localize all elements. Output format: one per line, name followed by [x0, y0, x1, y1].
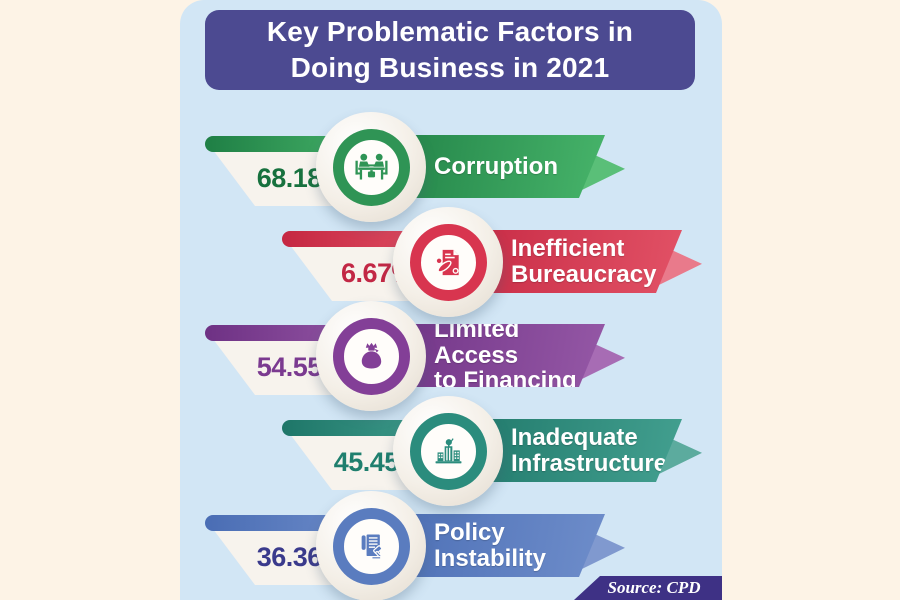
icon-badge	[316, 112, 426, 222]
factor-label: Inefficient Bureaucracy	[511, 234, 657, 288]
factor-row-financing: Limited Access to Financing 54.55%	[205, 301, 635, 411]
factor-label: Corruption	[434, 152, 558, 180]
corruption-meeting-icon	[354, 153, 388, 180]
icon-badge	[393, 207, 503, 317]
money-bag-icon	[361, 342, 381, 369]
infographic-card: Key Problematic Factors in Doing Busines…	[180, 0, 722, 600]
source-label: Source: CPD	[607, 578, 701, 597]
page-title: Key Problematic Factors in Doing Busines…	[205, 10, 695, 90]
factor-label: Inadequate Infrastructure	[511, 423, 668, 477]
title-line-1: Key Problematic Factors in	[266, 15, 634, 47]
buildings-infrastructure-icon	[435, 437, 461, 463]
icon-badge	[393, 396, 503, 506]
icon-badge	[316, 491, 426, 600]
factor-row-bureaucracy: Inefficient Bureaucracy 6.67%	[282, 207, 712, 317]
icon-ring	[409, 223, 487, 301]
source-badge: Source: CPD	[574, 576, 722, 600]
icon-ring	[332, 507, 410, 585]
title-line-2: Doing Business in 2021	[290, 52, 610, 83]
icon-ring	[332, 128, 410, 206]
document-gavel-icon	[361, 533, 382, 560]
icon-badge	[316, 301, 426, 411]
stamp-document-icon	[434, 249, 459, 275]
factor-row-corruption: Corruption 68.18%	[205, 112, 635, 222]
factor-label: Policy Instability	[434, 518, 547, 572]
icon-ring	[332, 317, 410, 395]
factor-row-infrastructure: Inadequate Infrastructure 45.45%	[282, 396, 712, 506]
icon-ring	[409, 412, 487, 490]
factor-row-policy: Policy Instability 36.36%	[205, 491, 635, 600]
